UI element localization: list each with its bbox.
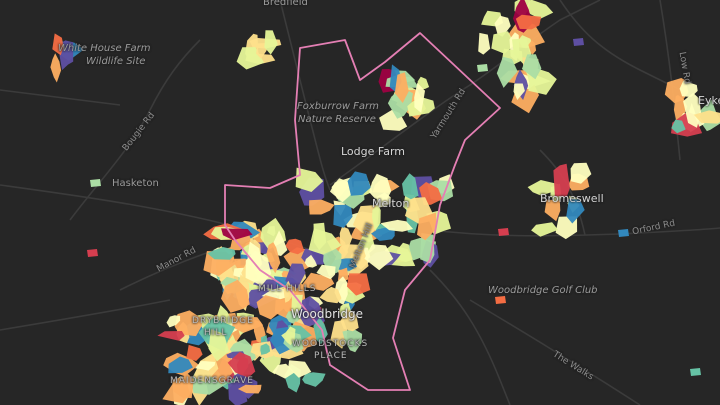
choropleth-patch <box>570 162 592 184</box>
choropleth-patch <box>513 83 525 100</box>
choropleth-patch <box>281 326 296 346</box>
choropleth-patch <box>232 372 251 384</box>
choropleth-patch <box>494 15 511 37</box>
choropleth-patch <box>347 171 371 196</box>
road-minor-4 <box>0 89 121 106</box>
choropleth-patch <box>221 279 250 313</box>
choropleth-patch <box>272 363 295 379</box>
choropleth-patch <box>264 30 278 55</box>
choropleth-patch <box>372 204 381 232</box>
road-minor-5 <box>559 0 720 106</box>
choropleth-patch <box>309 199 335 215</box>
choropleth-patch <box>417 212 437 241</box>
choropleth-patch <box>285 238 305 255</box>
choropleth-patch <box>296 296 326 328</box>
choropleth-patch <box>544 199 561 222</box>
choropleth-patch <box>679 80 698 97</box>
road-minor-1 <box>0 299 171 331</box>
choropleth-patch <box>50 53 62 83</box>
choropleth-patch <box>477 64 488 72</box>
choropleth-patch <box>168 356 193 374</box>
choropleth-patch <box>340 309 359 332</box>
choropleth-patch <box>693 110 720 124</box>
choropleth-patch <box>291 294 303 316</box>
boundary-outline <box>224 32 501 391</box>
choropleth-patch <box>283 280 295 303</box>
choropleth-patch <box>247 241 262 273</box>
choropleth-patch <box>346 273 371 296</box>
choropleth-patch <box>237 384 262 394</box>
choropleth-patch <box>371 227 395 241</box>
choropleth-patches <box>50 0 720 405</box>
choropleth-patch <box>186 344 203 361</box>
choropleth-patch <box>333 204 353 228</box>
choropleth-patch <box>260 343 271 355</box>
choropleth-patch <box>671 119 686 134</box>
choropleth-patch <box>302 372 326 387</box>
choropleth-patch <box>402 173 419 200</box>
road-minor-3 <box>429 269 511 405</box>
choropleth-patch <box>531 222 559 237</box>
choropleth-patch <box>256 295 285 320</box>
choropleth-patch <box>330 177 354 203</box>
road-walks <box>469 299 641 405</box>
choropleth-patch <box>288 360 312 378</box>
choropleth-patch <box>573 38 584 46</box>
choropleth-patch <box>515 14 542 30</box>
road-east <box>429 227 720 237</box>
road-north <box>279 0 331 191</box>
choropleth-patch <box>396 242 414 263</box>
choropleth-patch <box>342 328 363 353</box>
choropleth-patch <box>394 72 409 103</box>
choropleth-patch <box>498 228 509 236</box>
choropleth-patch <box>87 249 98 257</box>
choropleth-patch <box>308 228 342 256</box>
choropleth-patch <box>207 247 236 260</box>
choropleth-patch <box>285 263 306 289</box>
choropleth-patch <box>521 54 542 80</box>
choropleth-patch <box>90 179 101 187</box>
choropleth-patch <box>166 315 181 328</box>
choropleth-patch <box>52 33 64 56</box>
road-manor <box>119 249 216 291</box>
choropleth-patch <box>304 254 318 268</box>
choropleth-patch <box>380 219 414 232</box>
road-bougie <box>69 39 201 221</box>
choropleth-patch <box>683 92 702 128</box>
choropleth-patch <box>227 351 256 378</box>
choropleth-patch <box>266 242 281 274</box>
choropleth-patch <box>195 361 216 371</box>
choropleth-patch <box>491 31 515 54</box>
choropleth-patch <box>157 331 185 341</box>
choropleth-patch <box>525 0 554 19</box>
choropleth-patch <box>553 163 570 197</box>
choropleth-patch <box>316 264 336 280</box>
choropleth-patch <box>300 272 335 291</box>
choropleth-patch <box>295 167 324 192</box>
choropleth-patch <box>566 198 585 224</box>
choropleth-patch <box>228 379 248 405</box>
choropleth-patch <box>285 310 301 325</box>
choropleth-patch <box>495 296 506 304</box>
choropleth-patch <box>496 56 518 88</box>
choropleth-patch <box>369 173 392 202</box>
choropleth-patch <box>337 267 349 282</box>
choropleth-patch <box>174 310 202 337</box>
choropleth-patch <box>208 329 230 362</box>
choropleth-patch <box>414 82 425 113</box>
choropleth-patch <box>690 368 701 376</box>
choropleth-patch <box>319 286 342 304</box>
choropleth-patch <box>172 376 190 399</box>
choropleth-patch <box>364 244 394 271</box>
choropleth-patch <box>618 229 629 237</box>
choropleth-patch <box>256 43 267 59</box>
choropleth-patch <box>478 32 491 55</box>
